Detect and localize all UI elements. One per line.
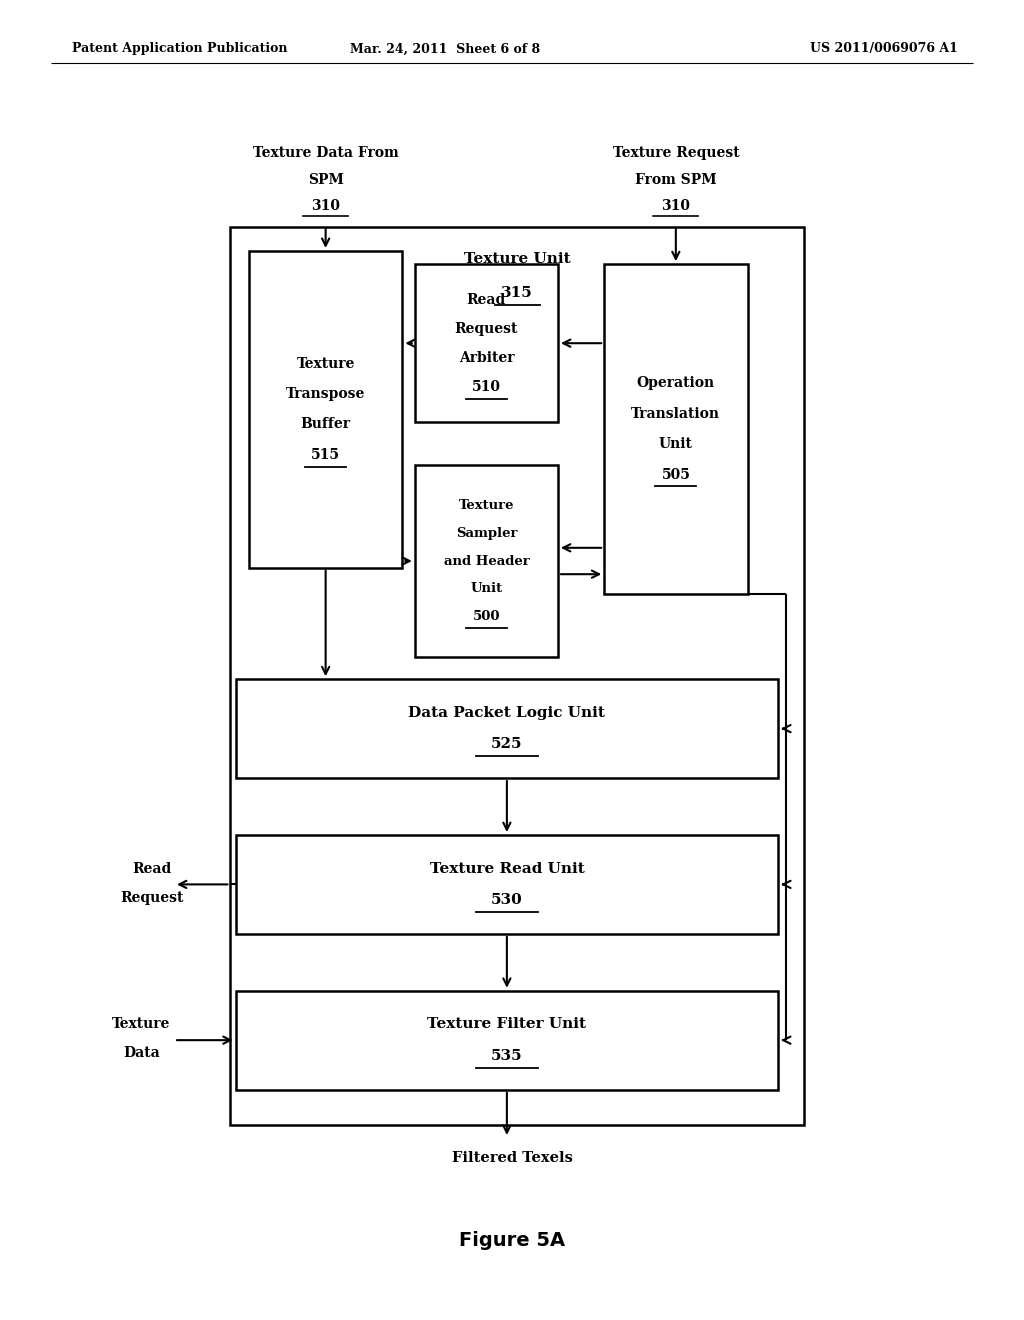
- Text: Texture Read Unit: Texture Read Unit: [429, 862, 585, 875]
- Text: From SPM: From SPM: [635, 173, 717, 186]
- Text: Texture: Texture: [296, 356, 355, 371]
- Text: 310: 310: [662, 199, 690, 213]
- Bar: [415, 264, 558, 422]
- Text: Patent Application Publication: Patent Application Publication: [72, 42, 287, 55]
- Text: Texture Filter Unit: Texture Filter Unit: [427, 1018, 587, 1031]
- Text: Filtered Texels: Filtered Texels: [452, 1151, 572, 1164]
- Text: Read: Read: [467, 293, 506, 306]
- Text: Texture Request: Texture Request: [612, 147, 739, 160]
- Text: 535: 535: [492, 1049, 522, 1063]
- Text: Read: Read: [132, 862, 171, 875]
- Text: Data Packet Logic Unit: Data Packet Logic Unit: [409, 706, 605, 719]
- Text: Data: Data: [123, 1047, 160, 1060]
- Text: Texture Data From: Texture Data From: [253, 147, 398, 160]
- Text: 505: 505: [662, 467, 690, 482]
- Text: 515: 515: [311, 447, 340, 462]
- Text: and Header: and Header: [443, 554, 529, 568]
- Text: Request: Request: [455, 322, 518, 335]
- Text: Operation: Operation: [637, 376, 715, 391]
- Text: Sampler: Sampler: [456, 527, 517, 540]
- Bar: [415, 465, 558, 657]
- Bar: [249, 251, 402, 568]
- Text: Unit: Unit: [658, 437, 693, 451]
- Text: Texture: Texture: [459, 499, 514, 512]
- Bar: [604, 264, 748, 594]
- Text: Buffer: Buffer: [301, 417, 350, 432]
- Text: 525: 525: [492, 738, 522, 751]
- Bar: [236, 678, 778, 777]
- Text: 310: 310: [311, 199, 340, 213]
- Text: Translation: Translation: [632, 407, 720, 421]
- Text: Figure 5A: Figure 5A: [459, 1232, 565, 1250]
- Text: 500: 500: [473, 610, 500, 623]
- Text: Unit: Unit: [470, 582, 503, 595]
- Text: SPM: SPM: [307, 173, 344, 186]
- Text: Texture: Texture: [112, 1018, 171, 1031]
- Text: US 2011/0069076 A1: US 2011/0069076 A1: [810, 42, 957, 55]
- Bar: [236, 836, 778, 935]
- Text: Request: Request: [120, 891, 183, 904]
- Text: 510: 510: [472, 380, 501, 393]
- Text: 315: 315: [501, 286, 534, 300]
- Text: 530: 530: [490, 894, 523, 907]
- Text: Mar. 24, 2011  Sheet 6 of 8: Mar. 24, 2011 Sheet 6 of 8: [350, 42, 541, 55]
- Text: Transpose: Transpose: [286, 387, 366, 401]
- Bar: [230, 227, 804, 1125]
- Text: Arbiter: Arbiter: [459, 351, 514, 364]
- Text: Texture Unit: Texture Unit: [464, 252, 570, 265]
- Bar: [236, 990, 778, 1090]
